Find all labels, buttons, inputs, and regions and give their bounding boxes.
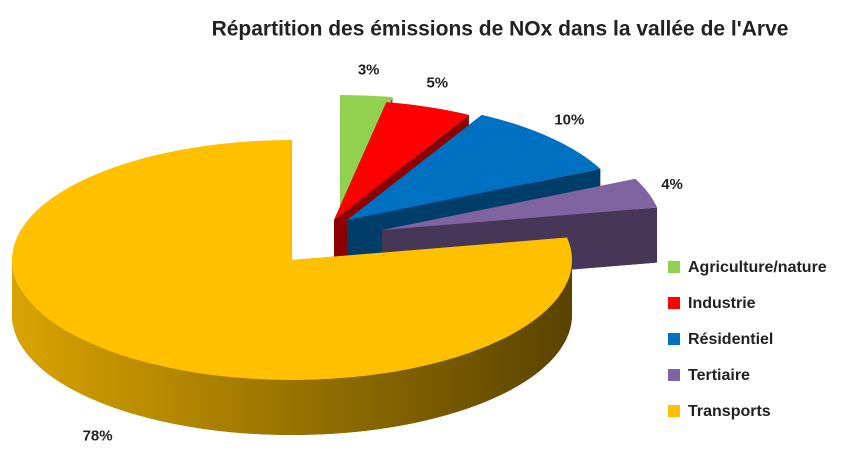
legend-swatch — [668, 261, 680, 273]
legend-label: Transports — [688, 403, 771, 420]
slice — [334, 102, 469, 220]
legend-swatch — [668, 333, 680, 345]
slice — [382, 178, 658, 230]
data-label: 4% — [661, 176, 683, 193]
legend-swatch — [668, 369, 680, 381]
data-label: 10% — [554, 112, 584, 129]
legend-label: Résidentiel — [688, 331, 773, 348]
legend-swatch — [668, 405, 680, 417]
legend-label: Tertiaire — [688, 367, 750, 384]
legend-label: Industrie — [688, 295, 756, 312]
slice — [347, 114, 601, 220]
data-label: 5% — [426, 75, 448, 92]
legend-swatch — [668, 297, 680, 309]
slice — [12, 140, 573, 380]
legend-label: Agriculture/nature — [688, 259, 827, 276]
data-label: 78% — [83, 428, 113, 445]
slice-side — [12, 260, 572, 435]
chart-title: Répartition des émissions de NOx dans la… — [212, 18, 789, 41]
data-label: 3% — [358, 62, 380, 79]
